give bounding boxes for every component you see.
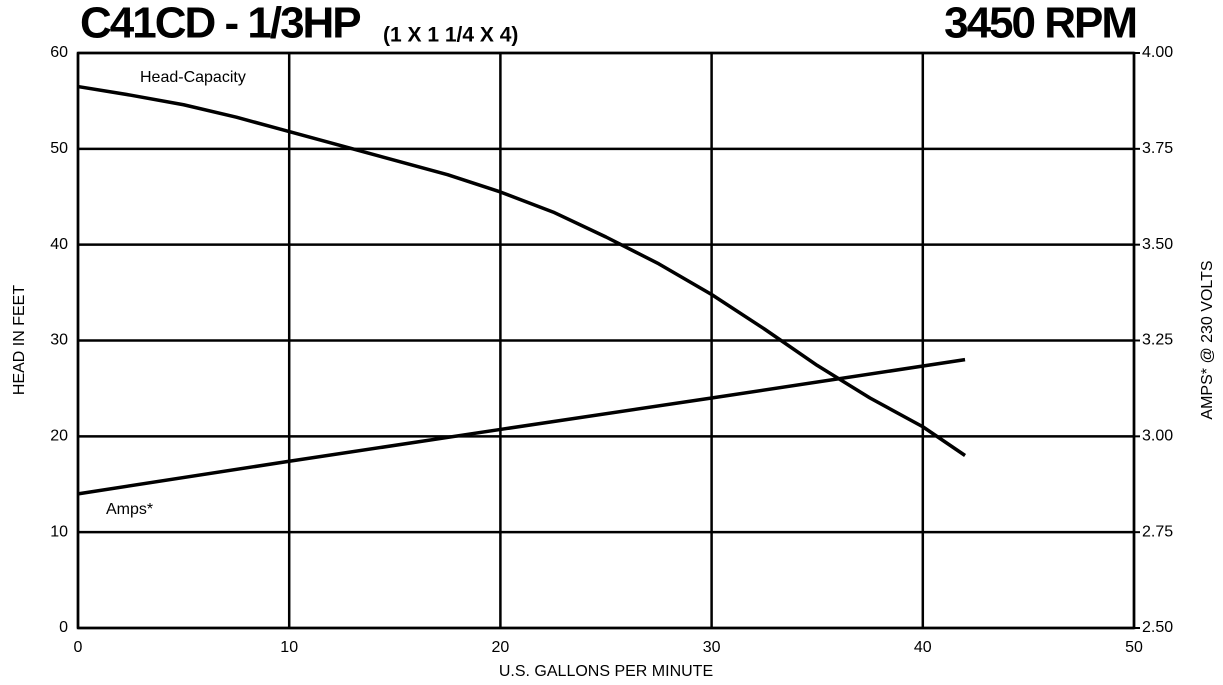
x-tick-label: 0: [74, 639, 83, 656]
x-tick-label: 30: [703, 639, 721, 656]
y-tick-label: 10: [50, 523, 68, 540]
y2-tick-label: 3.25: [1142, 332, 1173, 349]
x-tick-label: 50: [1125, 639, 1143, 656]
speed-label: 3450 RPM: [944, 0, 1136, 48]
x-tick-label: 40: [914, 639, 932, 656]
y2-tick-label: 3.50: [1142, 236, 1173, 253]
y2-tick-label: 3.75: [1142, 140, 1173, 157]
series-line: [77, 357, 966, 496]
y-tick-label: 0: [59, 619, 68, 636]
y2-tick-label: 4.00: [1142, 44, 1173, 61]
plot-frame: [76, 51, 1136, 630]
chart-title: C41CD - 1/3HP: [80, 0, 360, 48]
y2-tick-label: 3.00: [1142, 428, 1173, 445]
y2-tick-label: 2.75: [1142, 523, 1173, 540]
y-tick-label: 20: [50, 428, 68, 445]
x-axis-label: U.S. GALLONS PER MINUTE: [499, 663, 713, 680]
y2-axis-label: AMPS* @ 230 VOLTS: [1199, 260, 1216, 419]
series-label: Amps*: [106, 501, 153, 518]
y-tick-label: 60: [50, 44, 68, 61]
chart-subtitle: (1 X 1 1/4 X 4): [383, 24, 518, 47]
series-label: Head-Capacity: [140, 69, 246, 86]
y2-tick-label: 2.50: [1142, 619, 1173, 636]
y-tick-label: 30: [50, 332, 68, 349]
y-tick-label: 50: [50, 140, 68, 157]
x-tick-label: 10: [280, 639, 298, 656]
y-tick-label: 40: [50, 236, 68, 253]
series-line: [77, 84, 967, 457]
y-axis-label: HEAD IN FEET: [11, 285, 28, 395]
x-tick-label: 20: [492, 639, 510, 656]
